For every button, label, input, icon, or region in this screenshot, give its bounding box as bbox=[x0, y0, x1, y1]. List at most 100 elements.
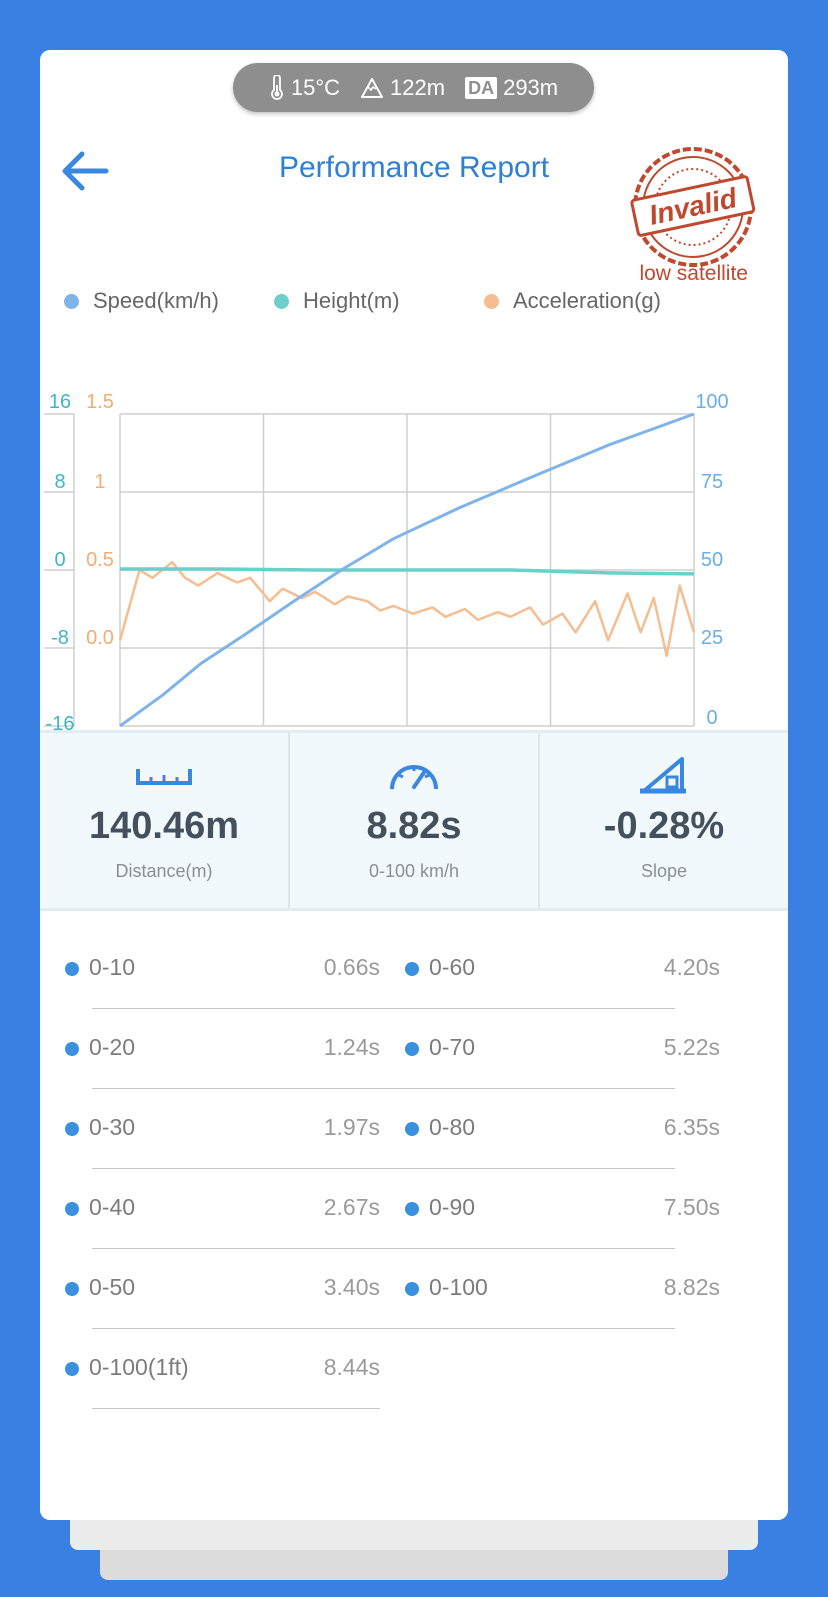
split-range: 0-20 bbox=[89, 1034, 136, 1060]
acceleration-tick-label: 1 bbox=[94, 471, 105, 493]
split-item: 0-30 1.97s bbox=[40, 1090, 675, 1169]
stat-distance: 140.46m Distance(m) bbox=[40, 733, 288, 908]
ruler-icon bbox=[136, 769, 192, 785]
acceleration-tick-label: 0.0 bbox=[86, 627, 114, 649]
split-time: 0.66s bbox=[323, 954, 380, 980]
height-tick-label: 0 bbox=[54, 549, 65, 571]
split-divider bbox=[92, 1328, 675, 1329]
split-item: 0-80 6.35s bbox=[380, 1090, 720, 1168]
split-range: 0-50 bbox=[89, 1274, 136, 1300]
split-time: 1.24s bbox=[323, 1034, 380, 1060]
slope-icon bbox=[640, 757, 686, 794]
split-divider bbox=[92, 1008, 675, 1009]
thermometer-icon bbox=[271, 74, 283, 100]
height-tick-label: -8 bbox=[51, 627, 69, 649]
split-range: 0-100 bbox=[429, 1274, 488, 1300]
speed-tick-label: 100 bbox=[695, 391, 728, 413]
legend-label-speed: Speed(km/h) bbox=[93, 288, 219, 313]
acceleration-tick-label: 1.5 bbox=[86, 391, 114, 413]
slope-value: -0.28% bbox=[603, 805, 725, 847]
temperature-value: 15°C bbox=[290, 74, 341, 100]
altitude-value: 122m bbox=[390, 74, 446, 100]
speedometer-icon bbox=[390, 765, 438, 790]
split-range: 0-60 bbox=[429, 954, 476, 980]
legend-dot-acceleration bbox=[484, 293, 499, 309]
split-bullet bbox=[65, 1362, 79, 1376]
split-range: 0-70 bbox=[429, 1034, 476, 1060]
performance-chart: 16 8 0 -8 -16 1.5 1 0.5 0.0 100 75 50 25 0 bbox=[44, 391, 729, 735]
split-bullet bbox=[405, 1122, 419, 1136]
legend-item-acceleration: Acceleration(g) bbox=[484, 288, 661, 314]
split-item: 0-90 7.50s bbox=[380, 1170, 720, 1248]
split-bullet bbox=[405, 962, 419, 976]
legend-label-acceleration: Acceleration(g) bbox=[513, 288, 661, 313]
stat-zero-to-hundred: 8.82s 0-100 km/h bbox=[288, 733, 538, 908]
legend-dot-height bbox=[274, 293, 289, 309]
speed-tick-label: 75 bbox=[701, 471, 723, 493]
invalid-stamp: Invalid bbox=[630, 147, 756, 267]
legend-item-height: Height(m) bbox=[274, 288, 400, 314]
split-time: 6.35s bbox=[663, 1114, 720, 1140]
split-item: 0-60 4.20s bbox=[380, 930, 720, 1008]
stat-slope: -0.28% Slope bbox=[538, 733, 788, 908]
split-time: 3.40s bbox=[323, 1274, 380, 1300]
split-bullet bbox=[65, 1122, 79, 1136]
split-bullet bbox=[405, 1282, 419, 1296]
split-range: 0-30 bbox=[89, 1114, 136, 1140]
split-bullet bbox=[65, 962, 79, 976]
split-range: 0-100(1ft) bbox=[89, 1354, 189, 1380]
zero-to-hundred-value: 8.82s bbox=[366, 805, 462, 847]
split-bullet bbox=[405, 1202, 419, 1216]
page-title: Performance Report bbox=[278, 151, 550, 184]
split-time: 7.50s bbox=[663, 1194, 720, 1220]
report-card: 15°C 122m DA 293m Performance Report Inv… bbox=[40, 50, 788, 1520]
split-item: 0-20 1.24s bbox=[40, 1010, 675, 1089]
warning-label: low satellite bbox=[639, 262, 748, 285]
height-tick-label: 16 bbox=[49, 391, 71, 413]
split-item: 0-50 3.40s bbox=[40, 1250, 675, 1329]
speed-tick-label: 50 bbox=[701, 549, 723, 571]
split-bullet bbox=[65, 1282, 79, 1296]
density-altitude-item: DA 293m bbox=[465, 75, 558, 101]
split-item: 0-100 8.82s bbox=[380, 1250, 720, 1328]
distance-label: Distance(m) bbox=[115, 861, 213, 881]
split-time: 8.44s bbox=[323, 1354, 380, 1380]
split-divider bbox=[92, 1408, 380, 1409]
split-time: 1.97s bbox=[323, 1114, 380, 1140]
chart-legend: Speed(km/h) Height(m) Acceleration(g) bbox=[64, 288, 784, 318]
environment-pill: 15°C 122m DA 293m bbox=[233, 63, 594, 112]
zero-to-hundred-label: 0-100 km/h bbox=[368, 861, 460, 881]
split-item: 0-100(1ft) 8.44s bbox=[40, 1330, 380, 1409]
height-series-line bbox=[120, 567, 695, 576]
split-range: 0-90 bbox=[429, 1194, 476, 1220]
split-item: 0-70 5.22s bbox=[380, 1010, 720, 1088]
split-time: 2.67s bbox=[323, 1194, 380, 1220]
split-item: 0-40 2.67s bbox=[40, 1170, 675, 1249]
split-range: 0-10 bbox=[89, 954, 136, 980]
mountain-icon bbox=[361, 77, 384, 98]
legend-label-height: Height(m) bbox=[303, 288, 400, 313]
acceleration-series-line bbox=[118, 560, 696, 658]
density-altitude-value: 293m bbox=[503, 74, 559, 100]
acceleration-tick-label: 0.5 bbox=[86, 549, 114, 571]
altitude-item: 122m bbox=[360, 75, 445, 101]
back-arrow-icon[interactable] bbox=[58, 146, 114, 196]
split-time: 8.82s bbox=[663, 1274, 720, 1300]
speed-series-line bbox=[119, 412, 695, 728]
legend-item-speed: Speed(km/h) bbox=[64, 288, 219, 314]
split-range: 0-40 bbox=[89, 1194, 136, 1220]
distance-value: 140.46m bbox=[88, 805, 239, 847]
split-item: 0-10 0.66s bbox=[40, 930, 675, 1009]
split-divider bbox=[92, 1088, 675, 1089]
height-tick-label: -16 bbox=[46, 713, 75, 735]
split-range: 0-80 bbox=[429, 1114, 476, 1140]
da-badge: DA bbox=[465, 76, 498, 99]
speed-tick-label: 25 bbox=[701, 627, 723, 649]
split-time: 5.22s bbox=[663, 1034, 720, 1060]
legend-dot-speed bbox=[64, 293, 79, 309]
split-bullet bbox=[65, 1042, 79, 1056]
stats-panel: 140.46m Distance(m) 8.82s 0-100 km/h -0.… bbox=[40, 730, 788, 911]
split-bullet bbox=[65, 1202, 79, 1216]
temperature-item: 15°C bbox=[269, 74, 341, 101]
speed-tick-label: 0 bbox=[706, 707, 717, 729]
